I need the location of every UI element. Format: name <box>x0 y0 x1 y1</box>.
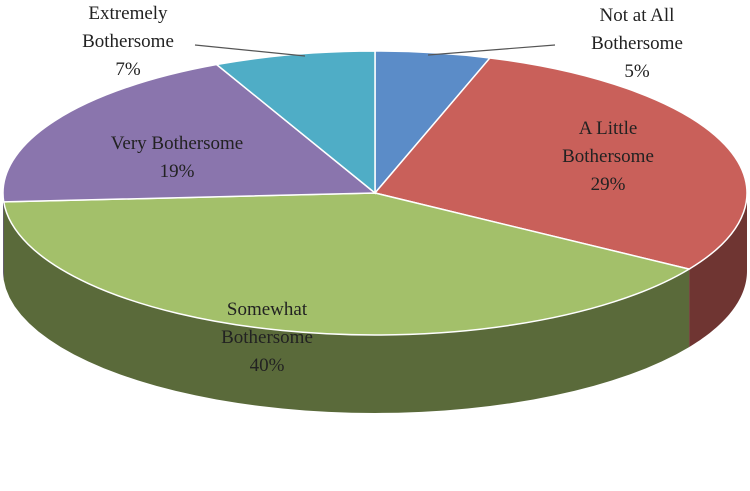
value-label: 19% <box>159 161 195 182</box>
slice-label: Not at All Bothersome 5% <box>572 2 702 86</box>
slice-side <box>689 193 747 348</box>
slice <box>2 192 692 336</box>
slice-label: Very Bothersome 19% <box>77 130 277 186</box>
category-label: Extremely Bothersome <box>82 3 174 52</box>
category-label: Not at All Bothersome <box>591 5 683 54</box>
slice-side <box>3 201 690 413</box>
slice-label: Somewhat Bothersome 40% <box>192 296 342 380</box>
value-label: 29% <box>590 174 626 195</box>
category-label: Very Bothersome <box>110 133 244 154</box>
value-label: 5% <box>624 61 650 82</box>
slice-label: Extremely Bothersome 7% <box>58 0 198 84</box>
category-label: A Little Bothersome <box>562 118 654 167</box>
slice-side <box>3 193 4 280</box>
slice-label: A Little Bothersome 29% <box>543 115 673 199</box>
slice <box>373 57 748 270</box>
category-label: Somewhat Bothersome <box>221 299 313 348</box>
leader-line <box>427 44 556 56</box>
leader-line <box>194 44 306 57</box>
value-label: 7% <box>115 59 141 80</box>
slice <box>2 63 378 203</box>
value-label: 40% <box>249 355 285 376</box>
